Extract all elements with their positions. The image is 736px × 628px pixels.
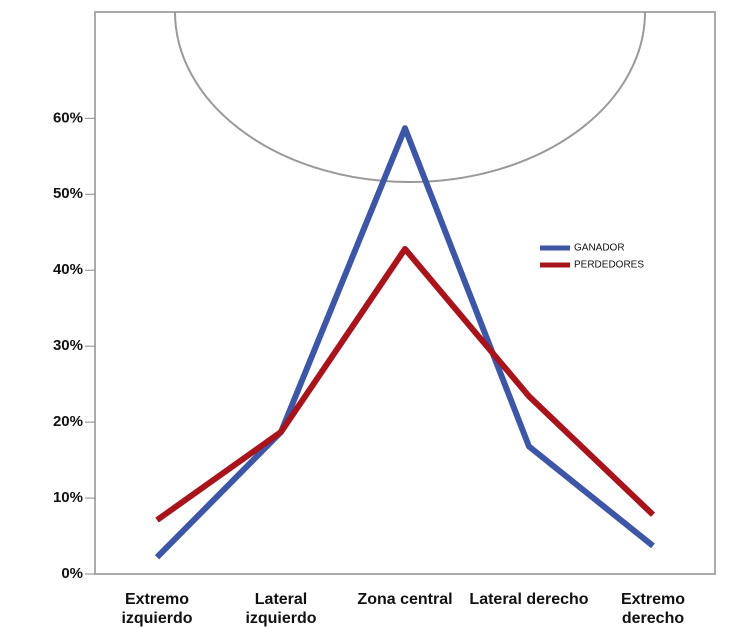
series-line (155, 245, 656, 523)
y-tick-label: 30% (53, 337, 83, 354)
plot-frame (94, 11, 716, 575)
y-tick-label: 60% (53, 109, 83, 126)
y-tick-label: 40% (53, 261, 83, 278)
series-line (154, 125, 655, 560)
x-tick-label: Extremo derecho (620, 591, 686, 627)
y-tick-label: 10% (53, 489, 83, 506)
legend-label: GANADOR (574, 243, 625, 254)
x-tick-label: Lateral derecho (469, 591, 589, 608)
x-tick-label: Extremo izquierdo (121, 591, 193, 627)
y-tick-label: 50% (53, 185, 83, 202)
y-tick-label: 0% (61, 565, 83, 582)
x-tick-label: Zona central (357, 591, 453, 608)
x-tick-label: Lateral izquierdo (245, 591, 317, 627)
legend-label: PERDEDORES (574, 260, 644, 271)
court-arc (174, 11, 646, 183)
y-tick-label: 20% (53, 413, 83, 430)
